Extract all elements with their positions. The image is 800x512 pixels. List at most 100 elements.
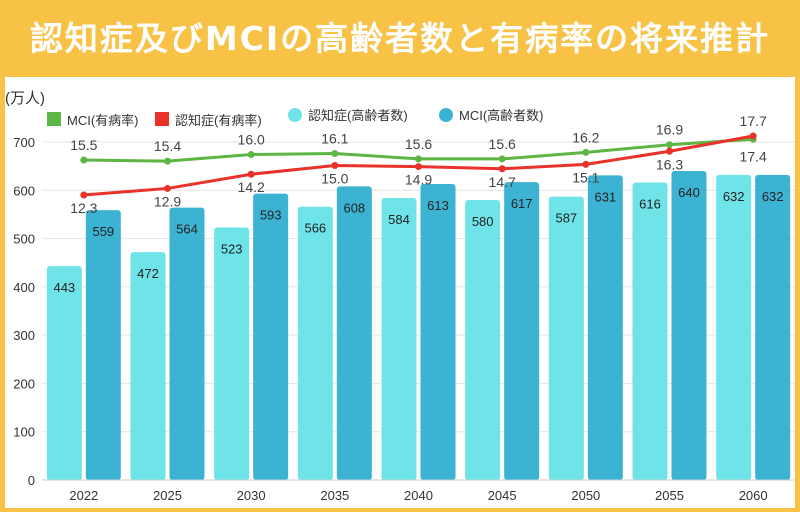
line-point: [164, 157, 171, 165]
bar-dementia: [465, 199, 501, 480]
y-axis-label: (万人): [5, 90, 45, 107]
bar-data-label: 566: [304, 221, 326, 236]
bar-data-label: 587: [555, 211, 577, 226]
legend-label: 認知症(高齢者数): [308, 108, 408, 123]
line-data-label: 15.1: [572, 169, 599, 185]
bar-dementia: [381, 198, 417, 481]
line-point: [582, 160, 590, 168]
bar-data-label: 617: [511, 196, 533, 211]
line-point: [498, 165, 506, 173]
bar-dementia: [214, 227, 250, 480]
y-tick-label: 500: [13, 232, 35, 247]
line-data-label: 16.3: [656, 156, 683, 172]
line-point: [666, 147, 673, 155]
line-data-label: 17.4: [740, 148, 767, 164]
line-point: [247, 151, 255, 159]
line-data-label: 12.9: [154, 193, 181, 209]
line-point: [666, 141, 673, 149]
x-tick-label: 2055: [655, 488, 684, 503]
line-data-label: 15.0: [321, 170, 348, 186]
y-tick-label: 200: [13, 376, 35, 391]
y-tick-label: 400: [13, 280, 35, 295]
bar-data-label: 593: [260, 208, 282, 223]
bar-dementia: [46, 266, 82, 480]
bar-data-label: 616: [639, 197, 661, 212]
bar-data-label: 584: [388, 212, 410, 227]
line-data-label: 15.6: [489, 136, 516, 152]
bar-data-label: 472: [137, 266, 159, 281]
x-tick-label: 2022: [69, 488, 98, 503]
legend-swatch: [439, 108, 453, 122]
x-tick-label: 2025: [153, 488, 182, 503]
bar-data-label: 632: [762, 189, 784, 204]
line-data-label: 16.0: [238, 132, 265, 148]
x-tick-label: 2045: [488, 488, 517, 503]
legend-swatch: [288, 108, 302, 122]
bar-mci: [671, 170, 707, 480]
line-data-label: 16.9: [656, 122, 683, 138]
bar-data-label: 559: [92, 224, 114, 239]
line-data-label: 17.7: [740, 113, 767, 129]
line-point: [164, 184, 171, 192]
bar-dementia: [632, 182, 668, 480]
bar-mci: [169, 207, 205, 480]
line-point: [247, 170, 255, 178]
bar-dementia: [297, 206, 333, 480]
bar-mci: [85, 210, 121, 480]
legend-label: MCI(高齢者数): [459, 108, 544, 123]
line-point: [415, 155, 422, 163]
x-tick-label: 2030: [237, 488, 266, 503]
line-point: [331, 149, 339, 157]
legend-swatch: [47, 112, 61, 126]
chart-panel: (万人) 0 100 200 300 400 500 600 700 MCI(有病率) 認知症(有病…: [5, 77, 795, 508]
bar-mci: [336, 186, 372, 480]
bar-mci: [587, 175, 623, 480]
y-tick-label: 700: [13, 135, 35, 150]
line-data-label: 16.1: [321, 130, 348, 146]
line-data-label: 14.9: [405, 172, 432, 188]
bar-data-label: 631: [594, 189, 616, 204]
y-tick-label: 0: [28, 473, 35, 488]
bar-dementia: [130, 252, 166, 480]
bar-data-label: 580: [472, 214, 494, 229]
y-tick-label: 300: [13, 328, 35, 343]
line-data-label: 12.3: [70, 200, 97, 216]
line-data-label: 16.2: [572, 129, 599, 145]
bar-data-label: 564: [176, 222, 198, 237]
line-data-label: 15.4: [154, 138, 181, 154]
x-tick-label: 2035: [320, 488, 349, 503]
line-point: [415, 163, 422, 171]
line-data-label: 14.7: [489, 174, 516, 190]
y-tick-label: 100: [13, 425, 35, 440]
bar-data-label: 640: [678, 185, 700, 200]
bar-mci: [420, 184, 456, 480]
bar-data-label: 608: [343, 200, 365, 215]
bar-data-label: 613: [427, 198, 449, 213]
page-title: 認知症及びMCIの高齢者数と有病率の将来推計: [29, 19, 771, 58]
bar-dementia: [716, 174, 752, 480]
line-point: [80, 156, 88, 164]
x-tick-label: 2050: [571, 488, 600, 503]
bar-data-label: 523: [221, 241, 243, 256]
legend-label: MCI(有病率): [67, 113, 139, 128]
bar-data-label: 443: [53, 280, 75, 295]
bar-data-label: 632: [723, 189, 745, 204]
bar-dementia: [548, 196, 584, 480]
legend-label: 認知症(有病率): [175, 113, 262, 128]
bar-mci: [253, 193, 289, 480]
bar-mci: [504, 182, 540, 480]
x-tick-label: 2060: [739, 488, 768, 503]
line-point: [331, 161, 339, 169]
line-data-label: 15.6: [405, 136, 432, 152]
line-data-label: 15.5: [70, 137, 97, 153]
chart: (万人) 0 100 200 300 400 500 600 700 MCI(有病率) 認知症(有病…: [5, 90, 795, 503]
line-point: [749, 132, 757, 140]
line-point: [582, 148, 590, 156]
line-point: [80, 191, 88, 199]
line-data-label: 14.2: [238, 179, 265, 195]
legend-swatch: [155, 112, 169, 126]
bar-mci: [755, 174, 791, 480]
line-point: [498, 155, 506, 163]
y-tick-label: 600: [13, 183, 35, 198]
x-tick-label: 2040: [404, 488, 433, 503]
